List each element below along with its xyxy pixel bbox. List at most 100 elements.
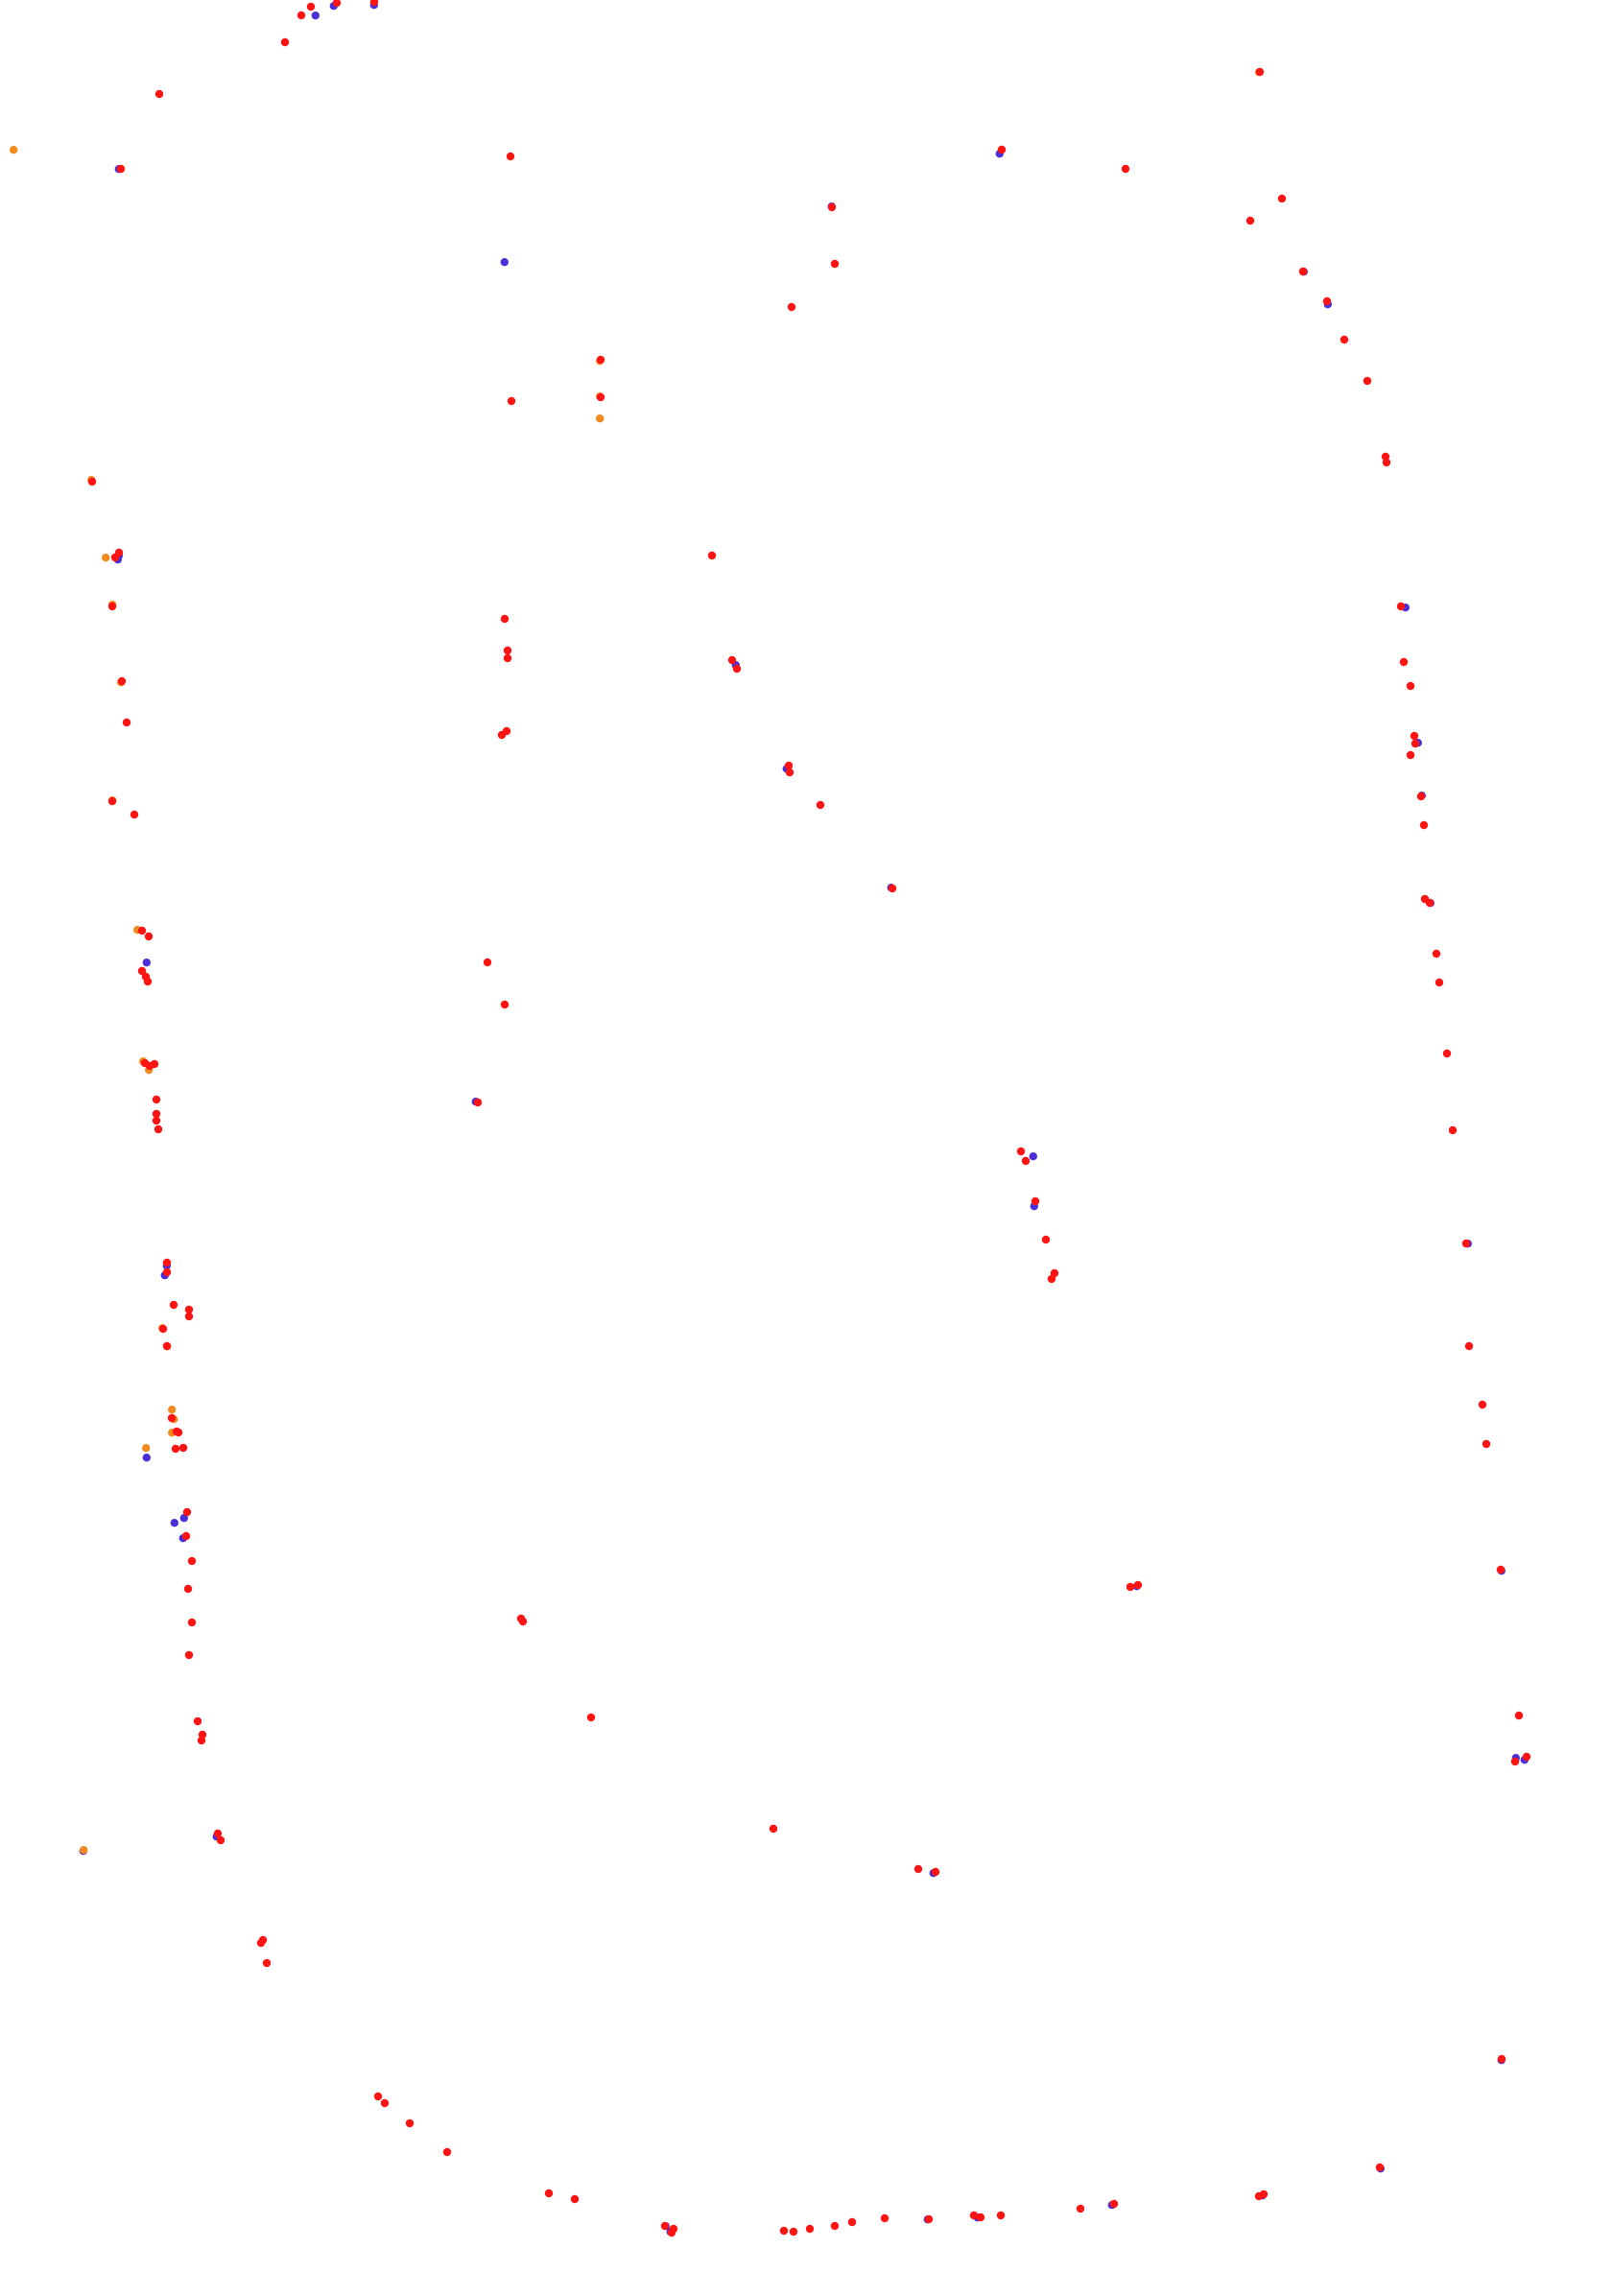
scatter-point-red-113 <box>1510 1757 1520 1766</box>
scatter-point-red-30 <box>596 355 605 365</box>
scatter-point-red-11 <box>1277 194 1287 203</box>
scatter-point-red-90 <box>1047 1274 1056 1284</box>
scatter-point-red-60 <box>162 1258 172 1267</box>
scatter-point-red-4 <box>369 0 379 7</box>
scatter-point-red-66 <box>162 1341 172 1351</box>
scatter-point-red-134 <box>405 2118 415 2128</box>
scatter-point-red-21 <box>787 302 796 312</box>
scatter-point-red-3 <box>332 0 342 8</box>
scatter-point-red-10 <box>1255 67 1265 77</box>
scatter-point-red-122 <box>880 2213 889 2223</box>
scatter-point-blue-28 <box>179 1514 188 1523</box>
scatter-point-red-49 <box>144 932 154 941</box>
scatter-point-red-75 <box>183 1584 193 1594</box>
scatter-point-red-45 <box>122 718 131 727</box>
scatter-point-red-9 <box>1121 164 1130 174</box>
scatter-point-red-12 <box>1245 216 1255 225</box>
scatter-point-red-96 <box>1410 739 1420 748</box>
scatter-point-red-0 <box>280 37 290 47</box>
scatter-point-red-93 <box>1399 657 1409 667</box>
scatter-point-red-57 <box>152 1109 161 1119</box>
scatter-point-red-29 <box>507 396 516 406</box>
scatter-point-red-110 <box>1496 1565 1505 1574</box>
scatter-point-red-130 <box>667 2228 676 2237</box>
scatter-point-red-108 <box>1478 1400 1487 1409</box>
scatter-point-red-142 <box>586 1713 596 1722</box>
scatter-point-red-64 <box>184 1312 194 1321</box>
scatter-point-red-2 <box>306 2 316 12</box>
scatter-point-red-141 <box>931 1867 940 1877</box>
scatter-point-red-34 <box>503 653 512 663</box>
scatter-point-red-27 <box>816 800 825 810</box>
scatter-point-blue-1 <box>311 12 320 20</box>
scatter-point-red-5 <box>154 89 164 99</box>
scatter-point-red-76 <box>187 1618 197 1627</box>
scatter-point-red-80 <box>197 1736 206 1745</box>
scatter-point-red-58 <box>152 1116 161 1125</box>
scatter-point-red-40 <box>87 477 97 486</box>
scatter-point-red-84 <box>262 1958 272 1968</box>
scatter-point-red-85 <box>1016 1147 1026 1156</box>
scatter-point-blue-20 <box>142 959 151 967</box>
scatter-point-red-107 <box>1464 1341 1474 1351</box>
scatter-point-red-78 <box>193 1716 202 1726</box>
scatter-point-blue-26 <box>142 1454 151 1462</box>
scatter-point-orange-15 <box>168 1406 177 1414</box>
scatter-point-red-71 <box>172 1427 181 1436</box>
scatter-point-red-114 <box>1497 2054 1506 2064</box>
scatter-point-red-13 <box>1298 267 1308 276</box>
scatter-point-red-67 <box>167 1413 177 1423</box>
scatter-point-red-15 <box>1339 335 1349 344</box>
scatter-point-red-25 <box>784 761 794 770</box>
scatter-point-red-111 <box>1514 1711 1524 1720</box>
scatter-point-red-42 <box>110 553 120 562</box>
scatter-point-red-31 <box>596 392 605 402</box>
scatter-point-red-23 <box>727 655 737 665</box>
scatter-point-red-52 <box>143 977 153 986</box>
scatter-point-red-20 <box>830 259 840 269</box>
scatter-point-red-88 <box>1041 1235 1051 1244</box>
scatter-point-red-36 <box>502 726 511 736</box>
scatter-point-red-18 <box>1382 458 1391 467</box>
scatter-point-red-101 <box>1425 898 1434 908</box>
scatter-point-red-106 <box>1461 1239 1471 1248</box>
scatter-point-red-118 <box>996 2211 1006 2220</box>
scatter-point-red-50 <box>137 966 147 976</box>
scatter-point-red-56 <box>152 1095 161 1104</box>
scatter-point-red-95 <box>1410 731 1419 741</box>
scatter-point-red-91 <box>1133 1580 1143 1590</box>
scatter-point-red-146 <box>1126 1582 1135 1592</box>
scatter-point-red-37 <box>483 958 492 967</box>
scatter-point-red-119 <box>976 2213 985 2222</box>
scatter-point-red-33 <box>503 646 512 655</box>
scatter-point-red-121 <box>924 2214 934 2224</box>
scatter-point-blue-8 <box>500 258 509 267</box>
scatter-point-red-127 <box>779 2226 789 2236</box>
scatter-point-red-46 <box>107 796 117 806</box>
scatter-point-red-14 <box>1322 296 1332 306</box>
scatter-point-red-98 <box>1416 792 1426 801</box>
scatter-point-red-65 <box>158 1324 168 1334</box>
scatter-point-red-115 <box>1375 2163 1385 2172</box>
scatter-point-red-72 <box>182 1507 192 1517</box>
scatter-point-red-28 <box>888 884 897 893</box>
scatter-point-red-70 <box>171 1444 180 1454</box>
scatter-point-red-102 <box>1432 949 1441 959</box>
scatter-point-red-22 <box>707 551 717 560</box>
scatter-point-red-145 <box>256 1938 266 1948</box>
scatter-point-red-74 <box>187 1556 197 1566</box>
scatter-point-red-55 <box>150 1059 159 1069</box>
scatter-point-red-77 <box>184 1650 194 1660</box>
scatter-point-red-47 <box>130 810 139 819</box>
scatter-point-red-38 <box>500 1000 510 1009</box>
scatter-point-orange-18 <box>142 1444 151 1453</box>
scatter-point-red-131 <box>570 2194 580 2204</box>
scatter-point-red-117 <box>1076 2204 1085 2213</box>
scatter-point-red-62 <box>169 1300 178 1310</box>
scatter-point-red-136 <box>373 2092 383 2101</box>
scatter-point-blue-18 <box>1029 1152 1038 1161</box>
scatter-point-red-125 <box>805 2224 815 2234</box>
scatter-point-red-59 <box>154 1124 163 1134</box>
scatter-point-red-124 <box>830 2221 840 2231</box>
